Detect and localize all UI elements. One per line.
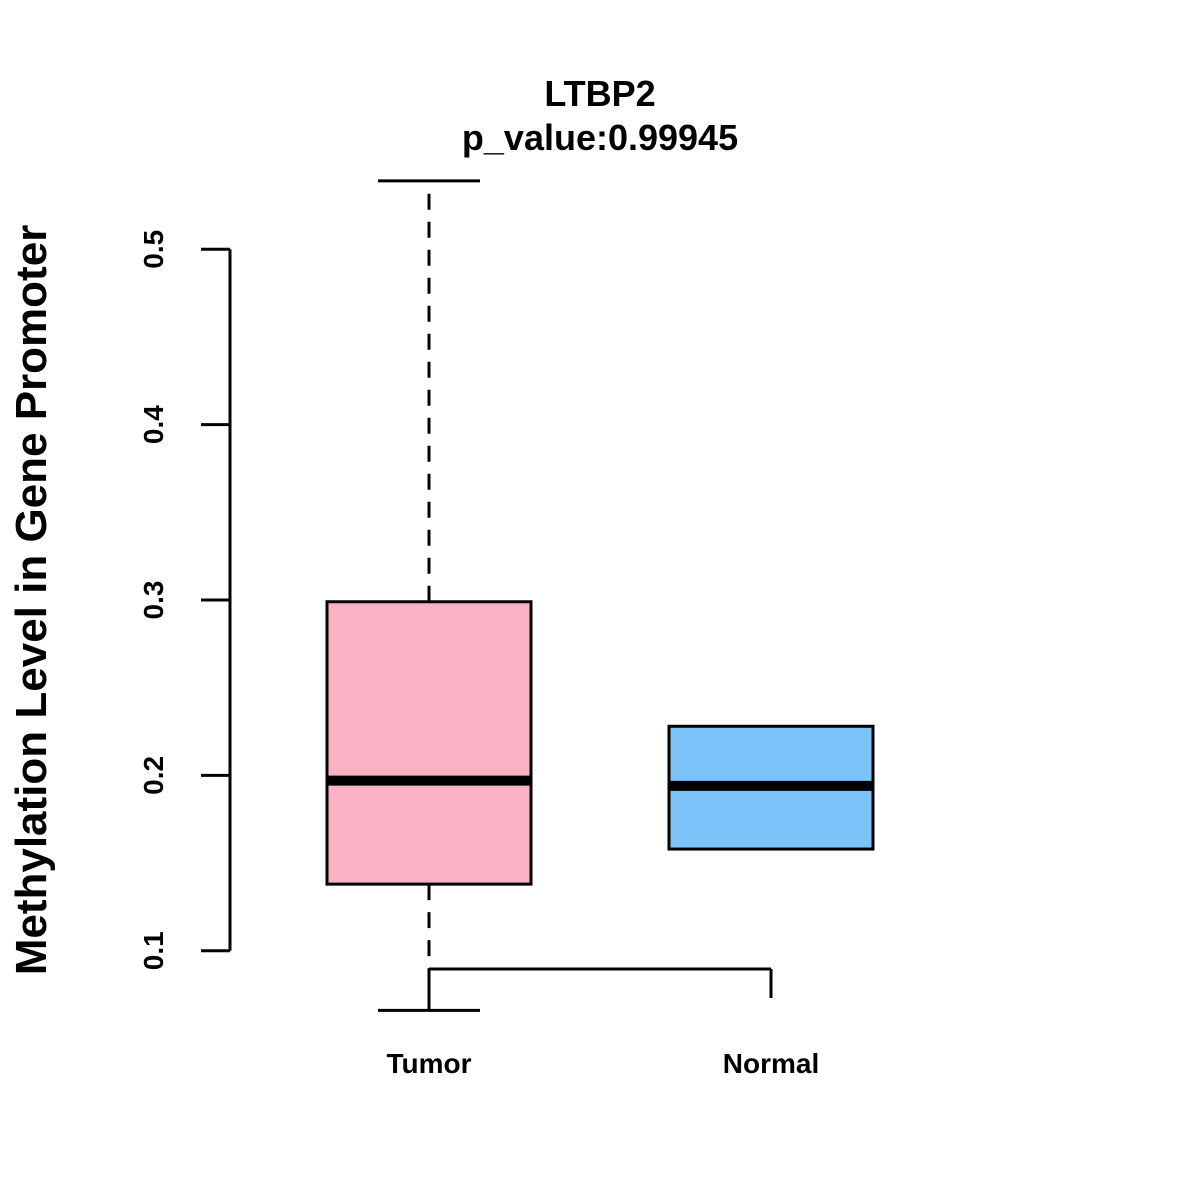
y-tick-label: 0.3: [138, 581, 169, 620]
chart-title: LTBP2: [544, 73, 655, 114]
chart-subtitle: p_value:0.99945: [462, 117, 738, 158]
box-group: [325, 179, 875, 1012]
y-tick-label: 0.5: [138, 230, 169, 269]
box-tumor: [325, 179, 533, 1012]
y-axis: 0.1 0.2 0.3 0.4 0.5: [138, 230, 232, 970]
y-tick-label: 0.2: [138, 756, 169, 795]
x-axis: Tumor Normal: [386, 967, 819, 1079]
y-tick-label: 0.1: [138, 931, 169, 970]
box-normal: [667, 724, 875, 851]
y-tick-label: 0.4: [138, 405, 169, 444]
x-tick-label: Normal: [723, 1048, 819, 1079]
box-body: [325, 600, 533, 886]
x-tick-label: Tumor: [386, 1048, 471, 1079]
y-axis-label: Methylation Level in Gene Promoter: [7, 225, 56, 976]
